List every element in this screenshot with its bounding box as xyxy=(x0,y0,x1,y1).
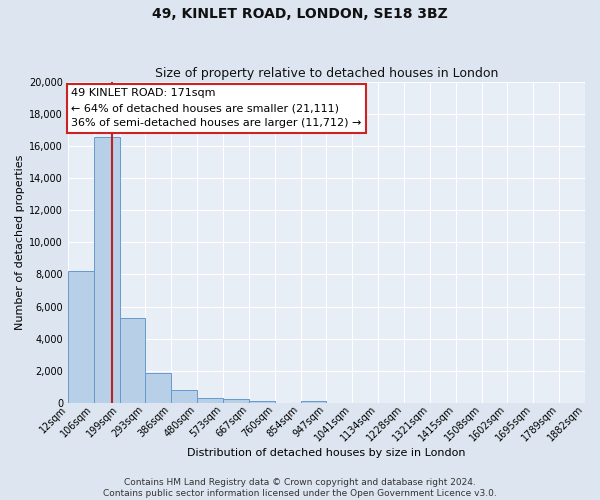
Bar xyxy=(172,390,197,402)
Text: Contains HM Land Registry data © Crown copyright and database right 2024.
Contai: Contains HM Land Registry data © Crown c… xyxy=(103,478,497,498)
Bar xyxy=(223,400,249,402)
Bar xyxy=(197,398,223,402)
Bar xyxy=(301,400,326,402)
Bar xyxy=(145,373,172,402)
Bar xyxy=(68,271,94,402)
Bar xyxy=(119,318,145,402)
Text: 49, KINLET ROAD, LONDON, SE18 3BZ: 49, KINLET ROAD, LONDON, SE18 3BZ xyxy=(152,8,448,22)
X-axis label: Distribution of detached houses by size in London: Distribution of detached houses by size … xyxy=(187,448,466,458)
Bar xyxy=(249,400,275,402)
Title: Size of property relative to detached houses in London: Size of property relative to detached ho… xyxy=(155,66,498,80)
Bar xyxy=(94,136,119,402)
Y-axis label: Number of detached properties: Number of detached properties xyxy=(15,154,25,330)
Text: 49 KINLET ROAD: 171sqm
← 64% of detached houses are smaller (21,111)
36% of semi: 49 KINLET ROAD: 171sqm ← 64% of detached… xyxy=(71,88,361,128)
